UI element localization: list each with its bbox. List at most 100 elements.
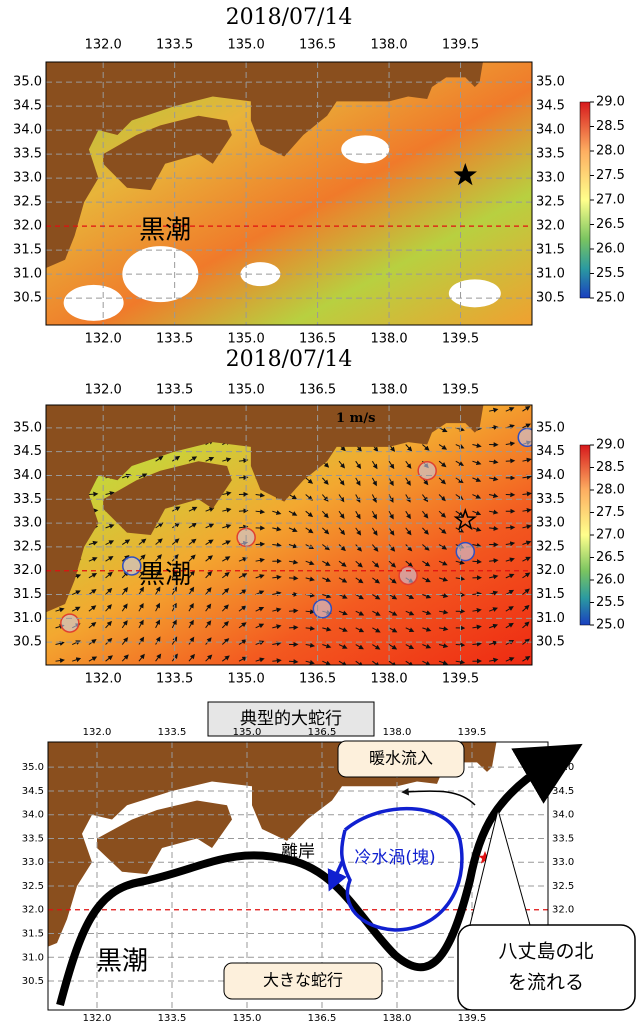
- colorbar-tick-label: 25.5: [596, 595, 625, 610]
- current-vector: [55, 641, 65, 646]
- current-vector: [371, 527, 378, 536]
- current-vector: [388, 477, 394, 487]
- current-vector: [388, 610, 398, 616]
- current-vector: [238, 605, 247, 612]
- y-tick-label: 34.0: [552, 810, 574, 821]
- warm-inflow-label: 暖水流入: [369, 749, 433, 768]
- y-tick-label: 32.0: [13, 563, 42, 578]
- current-vector: [338, 627, 348, 632]
- current-vector: [322, 527, 330, 535]
- current-vector: [305, 609, 316, 615]
- y-tick-label: 31.0: [13, 611, 42, 626]
- current-vector: [188, 636, 195, 645]
- x-tick-label: 135.0: [233, 727, 262, 738]
- current-vector: [305, 625, 316, 631]
- current-vector: [205, 603, 212, 612]
- current-vector: [238, 508, 249, 514]
- current-vector: [372, 577, 380, 584]
- x-tick-label: 138.0: [370, 672, 407, 687]
- y-tick-label: 35.0: [22, 762, 44, 773]
- current-vector: [472, 624, 482, 630]
- y-tick-label: 32.0: [13, 219, 42, 234]
- current-vector: [438, 643, 449, 649]
- y-tick-label: 32.0: [22, 905, 44, 916]
- x-tick-label: 135.0: [233, 1013, 262, 1024]
- x-tick-label: 136.5: [299, 383, 336, 398]
- current-vector: [488, 640, 499, 646]
- current-vector: [338, 527, 346, 536]
- current-vector: [489, 493, 499, 498]
- current-vector: [255, 557, 265, 563]
- eddy-marker: [398, 565, 418, 586]
- y-tick-label: 32.5: [536, 195, 565, 210]
- current-vector: [372, 594, 381, 600]
- current-vector: [388, 560, 397, 568]
- current-vector: [372, 627, 381, 633]
- current-vector: [489, 574, 499, 580]
- x-tick-label: 136.5: [308, 1013, 337, 1024]
- current-vector: [522, 474, 532, 480]
- current-vector: [522, 405, 531, 412]
- current-vector: [188, 653, 195, 662]
- colorbar-tick-label: 28.5: [596, 119, 625, 134]
- y-tick-label: 31.0: [536, 611, 565, 626]
- current-vector: [205, 457, 215, 462]
- current-vector: [288, 559, 299, 565]
- current-vector: [455, 642, 466, 648]
- current-vector: [155, 636, 161, 645]
- current-vector: [155, 570, 162, 579]
- y-tick-label: 34.0: [13, 468, 42, 483]
- current-vector: [71, 590, 81, 595]
- y-tick-label: 33.5: [13, 147, 42, 162]
- eddy-marker: [122, 556, 142, 576]
- y-tick-label: 33.5: [536, 147, 565, 162]
- current-vector: [105, 587, 113, 595]
- current-vector: [88, 557, 98, 562]
- current-vector: [405, 460, 412, 469]
- current-vector: [472, 443, 482, 448]
- star-marker: [453, 162, 477, 186]
- current-vector: [205, 507, 215, 512]
- current-vector: [488, 623, 499, 629]
- current-vector: [472, 494, 482, 499]
- current-vector: [138, 538, 147, 545]
- x-tick-label: 139.5: [458, 1013, 487, 1024]
- current-vector: [522, 524, 532, 530]
- current-vector: [272, 641, 282, 647]
- current-vector: [288, 510, 298, 516]
- x-tick-label: 133.5: [158, 1013, 187, 1024]
- map: [46, 62, 532, 325]
- current-vector: [105, 523, 115, 529]
- current-vector: [188, 506, 198, 512]
- y-tick-label: 32.5: [13, 195, 42, 210]
- current-vector: [422, 494, 429, 503]
- land: [46, 405, 484, 613]
- current-vector: [355, 594, 364, 600]
- current-vector: [372, 560, 380, 568]
- cloud: [341, 135, 390, 164]
- current-vector: [238, 656, 248, 662]
- colorbar-tick-label: 25.0: [596, 618, 625, 633]
- colorbar-tick-label: 28.0: [596, 483, 625, 498]
- current-vector: [388, 577, 397, 584]
- current-vector: [371, 544, 379, 552]
- current-vector: [489, 476, 499, 482]
- y-tick-label: 32.5: [22, 881, 44, 892]
- current-vector: [221, 604, 229, 612]
- current-vector: [205, 523, 215, 529]
- cold-eddy-loop: [339, 806, 464, 932]
- current-vector: [272, 607, 282, 613]
- current-vector: [405, 660, 414, 665]
- y-tick-label: 30.5: [536, 291, 565, 306]
- current-vector: [322, 660, 332, 665]
- current-vector: [205, 539, 214, 545]
- current-vector: [505, 573, 515, 579]
- map-frame: [45, 61, 533, 326]
- y-tick-label: 33.0: [552, 857, 574, 868]
- y-tick-label: 32.5: [552, 881, 574, 892]
- current-vector: [505, 622, 514, 629]
- current-vector: [388, 510, 394, 520]
- current-vector: [171, 586, 178, 595]
- current-vector: [438, 444, 448, 450]
